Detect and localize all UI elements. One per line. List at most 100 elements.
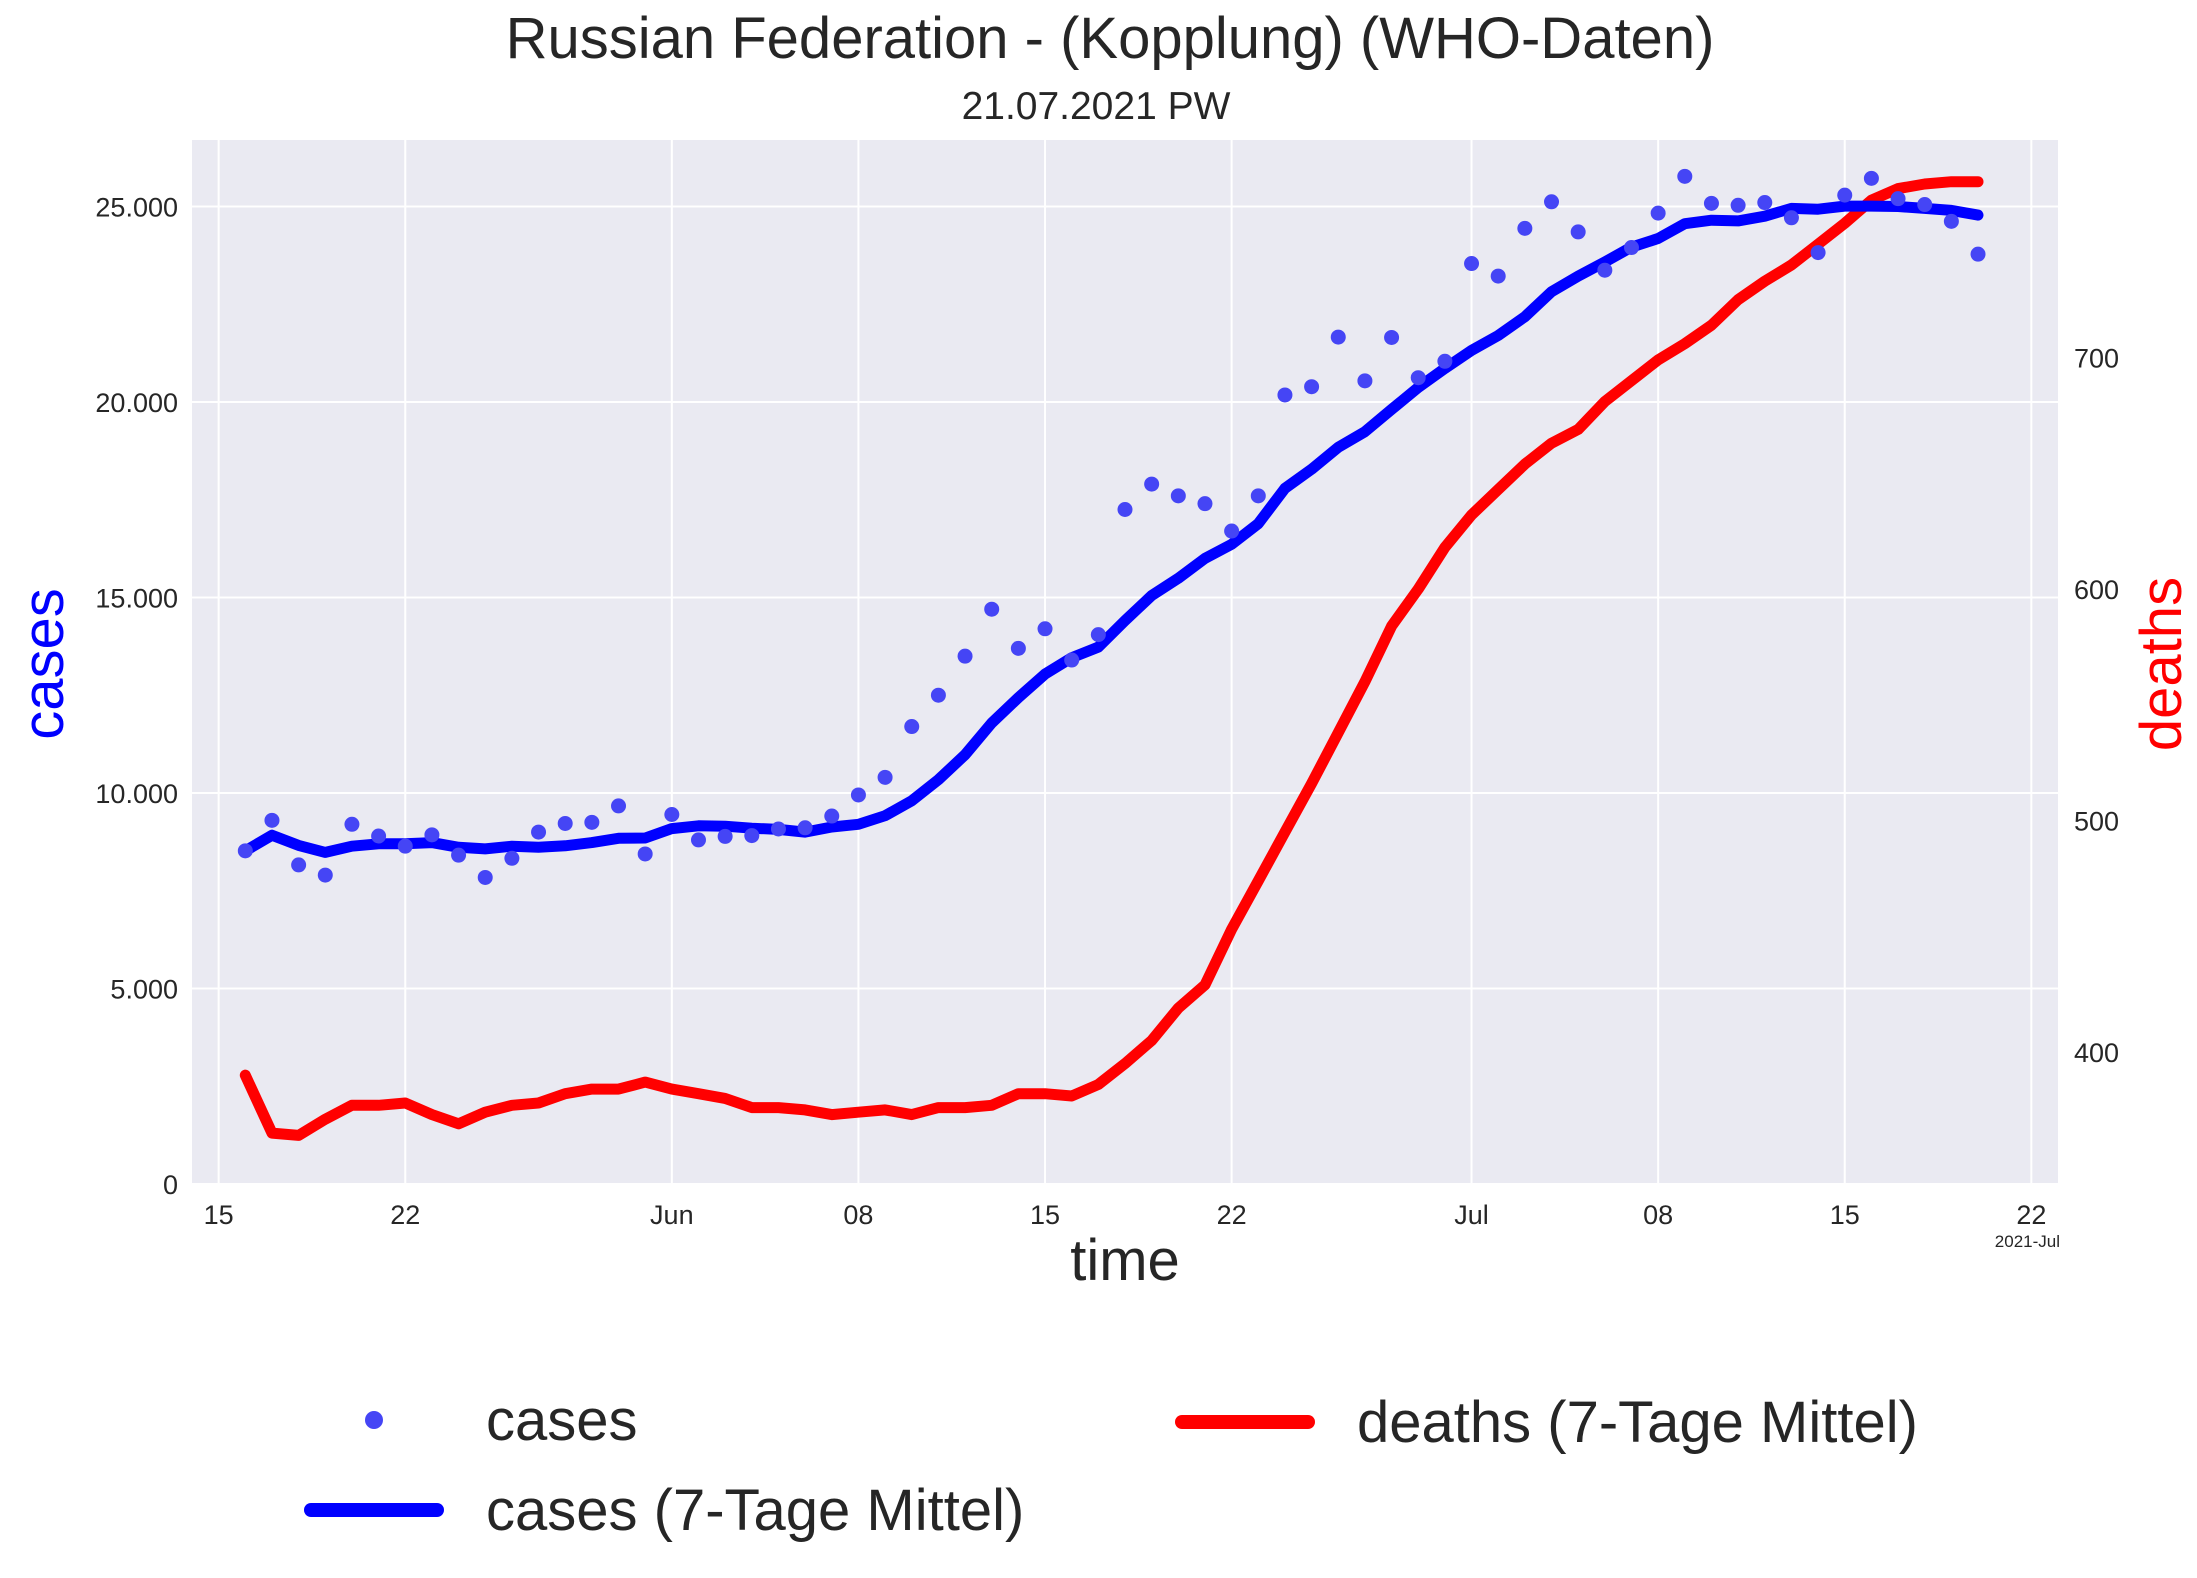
- legend: cases cases (7-Tage Mittel) deaths (7-Ta…: [304, 1388, 1918, 1543]
- cases-point: [904, 719, 920, 735]
- cases-point: [1037, 621, 1053, 637]
- x-tick-labels: 15 22 Jun 08 15 22 Jul 08 15 22: [204, 1200, 2047, 1230]
- y-left-tick-label: 25.000: [95, 192, 178, 222]
- cases-avg-line: [239, 200, 1984, 858]
- y-axis-left-label: cases: [11, 588, 76, 740]
- cases-point: [664, 806, 680, 822]
- cases-avg-series: [239, 200, 1984, 858]
- x-tick-label: 08: [1643, 1200, 1673, 1230]
- cases-point: [930, 687, 946, 703]
- cases-point: [957, 648, 973, 664]
- cases-point: [344, 816, 360, 832]
- cases-point: [1144, 476, 1160, 492]
- legend-label-deaths-avg: deaths (7-Tage Mittel): [1357, 1390, 1918, 1455]
- cases-point: [717, 828, 733, 844]
- cases-point: [557, 815, 573, 831]
- y-left-tick-label: 20.000: [95, 388, 178, 418]
- chart-subtitle: 21.07.2021 PW: [962, 85, 1231, 128]
- cases-point: [824, 808, 840, 824]
- cases-point: [424, 827, 440, 843]
- cases-point: [1917, 197, 1933, 213]
- y-left-tick-label: 10.000: [95, 779, 178, 809]
- deaths-avg-line: [239, 176, 1984, 1141]
- y-right-tick-labels: 400 500 600 700: [2074, 344, 2119, 1068]
- deaths-series: [239, 176, 1984, 1141]
- y-left-tick-label: 5.000: [110, 974, 178, 1004]
- cases-point: [1517, 220, 1533, 236]
- cases-point: [1410, 370, 1426, 386]
- cases-point: [1544, 194, 1560, 210]
- cases-point: [584, 814, 600, 830]
- x-offset-label: 2021-Jul: [1995, 1232, 2060, 1251]
- cases-point: [451, 847, 467, 863]
- cases-point: [1464, 256, 1480, 272]
- cases-point: [1837, 187, 1853, 203]
- x-gridlines: [217, 140, 2033, 1184]
- legend-label-cases-avg: cases (7-Tage Mittel): [486, 1478, 1024, 1543]
- cases-point: [1730, 197, 1746, 213]
- x-axis-label: time: [1070, 1228, 1180, 1293]
- legend-item-cases: cases: [365, 1388, 638, 1453]
- chart-title: Russian Federation - (Kopplung) (WHO-Dat…: [506, 6, 1715, 71]
- cases-point: [237, 843, 253, 859]
- x-tick-label: Jul: [1454, 1200, 1489, 1230]
- cases-point: [1330, 329, 1346, 345]
- cases-point: [1810, 245, 1826, 261]
- cases-point: [1677, 168, 1693, 184]
- plot-area: [192, 140, 2058, 1184]
- x-tick-label: 22: [2016, 1200, 2046, 1230]
- cases-series: [237, 168, 1986, 885]
- cases-point: [1437, 353, 1453, 369]
- cases-point: [744, 828, 760, 844]
- cases-point: [797, 820, 813, 836]
- y-right-tick-label: 500: [2074, 807, 2119, 837]
- cases-point: [1277, 387, 1293, 403]
- cases-point: [1064, 652, 1080, 668]
- x-tick-label: Jun: [650, 1200, 694, 1230]
- cases-point: [611, 798, 627, 814]
- y-left-tick-labels: 0 5.000 10.000 15.000 20.000 25.000: [95, 192, 178, 1200]
- cases-point: [1090, 627, 1106, 643]
- cases-point: [1783, 210, 1799, 226]
- cases-point: [984, 601, 1000, 617]
- cases-point: [317, 867, 333, 883]
- cases-point: [1570, 224, 1586, 240]
- cases-point: [770, 821, 786, 837]
- cases-point: [291, 857, 307, 873]
- legend-marker-cases: [365, 1411, 383, 1429]
- cases-point: [1304, 379, 1320, 395]
- cases-point: [371, 828, 387, 844]
- legend-label-cases: cases: [486, 1388, 638, 1453]
- cases-point: [531, 824, 547, 840]
- x-tick-label: 22: [1217, 1200, 1247, 1230]
- y-gridlines: [192, 205, 2058, 1185]
- cases-point: [1010, 640, 1026, 656]
- cases-point: [264, 812, 280, 828]
- y-right-tick-label: 700: [2074, 344, 2119, 374]
- legend-item-cases-avg: cases (7-Tage Mittel): [304, 1478, 1024, 1543]
- x-tick-label: 22: [390, 1200, 420, 1230]
- cases-point: [1757, 195, 1773, 211]
- cases-point: [1623, 240, 1639, 256]
- cases-point: [1490, 268, 1506, 284]
- cases-point: [1224, 523, 1240, 539]
- y-right-tick-label: 400: [2074, 1038, 2119, 1068]
- cases-point: [504, 850, 520, 866]
- cases-point: [1597, 262, 1613, 278]
- cases-point: [1170, 488, 1186, 504]
- cases-point: [1970, 246, 1986, 262]
- cases-point: [1890, 191, 1906, 207]
- cases-point: [1197, 496, 1213, 512]
- y-axis-right-label: deaths: [2129, 577, 2194, 751]
- x-tick-label: 08: [843, 1200, 873, 1230]
- cases-point: [1117, 502, 1133, 518]
- cases-point: [1943, 213, 1959, 229]
- x-tick-label: 15: [1830, 1200, 1860, 1230]
- cases-point: [477, 869, 493, 885]
- x-tick-label: 15: [1030, 1200, 1060, 1230]
- cases-point: [1384, 329, 1400, 345]
- x-tick-label: 15: [204, 1200, 234, 1230]
- y-right-tick-label: 600: [2074, 575, 2119, 605]
- cases-point: [877, 769, 893, 785]
